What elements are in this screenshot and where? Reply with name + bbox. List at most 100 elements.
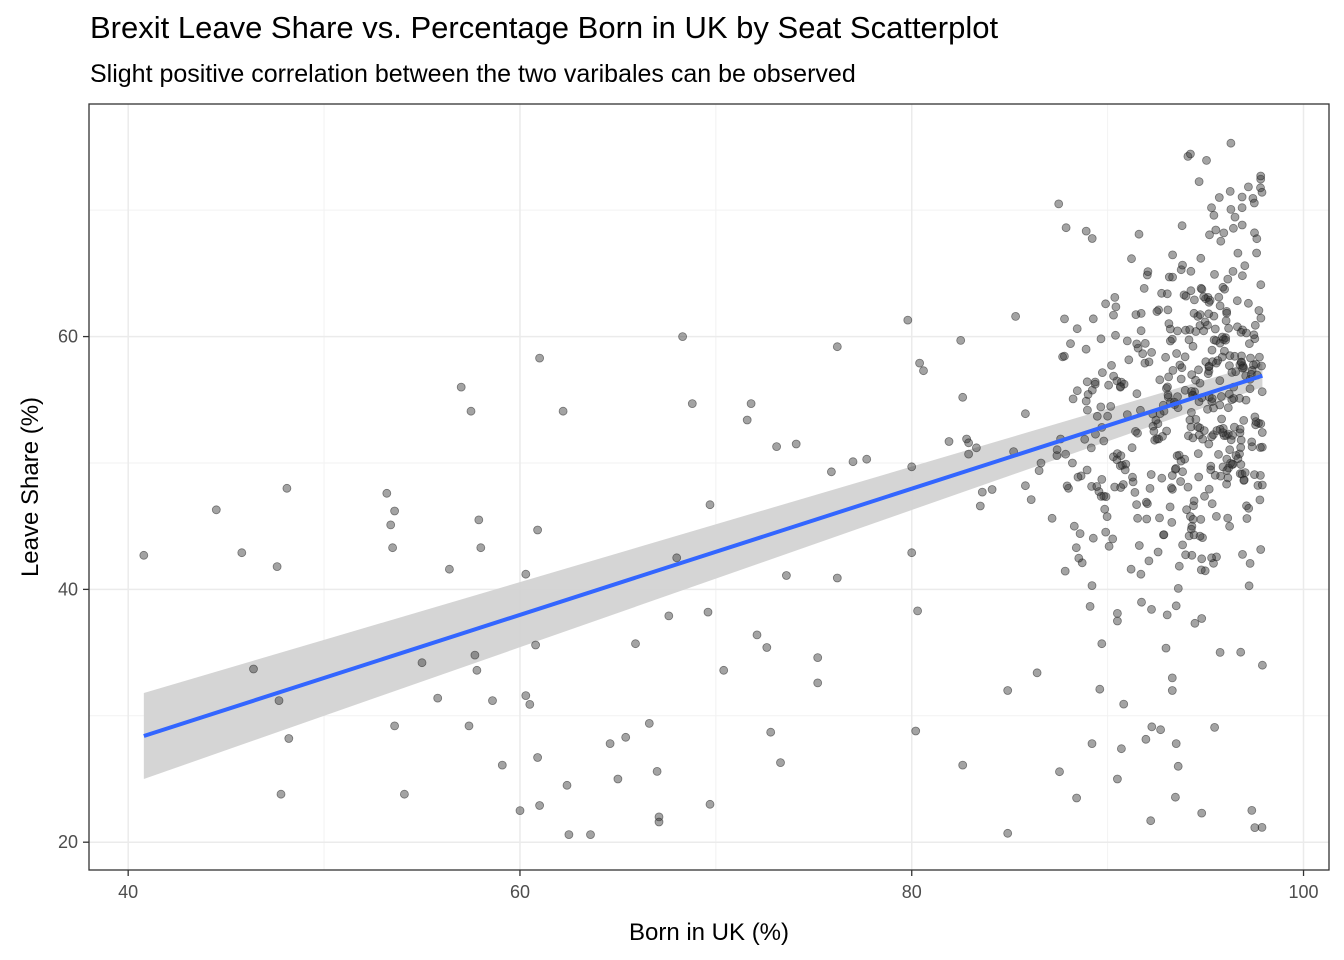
data-point (1238, 363, 1247, 373)
data-point (605, 739, 615, 748)
data-point (1216, 236, 1226, 246)
data-point (1061, 223, 1071, 233)
data-point (654, 812, 664, 822)
x-axis: 40 60 80 100 (118, 870, 1319, 902)
data-point (1207, 394, 1217, 403)
data-point (1116, 483, 1126, 492)
data-point (1115, 461, 1125, 471)
data-point (1215, 376, 1225, 386)
x-tick-label: 80 (902, 882, 922, 902)
data-point (1183, 151, 1193, 161)
data-point (1156, 725, 1165, 735)
data-point (705, 799, 715, 809)
data-point (272, 562, 282, 571)
trend-line-group (143, 373, 1264, 738)
data-point (1083, 405, 1092, 415)
data-point (1161, 643, 1171, 653)
data-point (762, 643, 772, 652)
data-point (1207, 499, 1217, 509)
data-point (1113, 616, 1122, 626)
data-point (1165, 502, 1175, 512)
data-point (1253, 480, 1263, 490)
data-point (1177, 363, 1187, 373)
data-point (746, 399, 756, 409)
data-point (525, 700, 535, 709)
data-point (1217, 414, 1226, 424)
data-point (1257, 187, 1267, 197)
data-point (1211, 225, 1221, 235)
data-point (1199, 326, 1209, 336)
data-point (1213, 356, 1223, 365)
data-point (1241, 395, 1251, 405)
data-point (1106, 401, 1116, 411)
data-point (1212, 512, 1221, 521)
data-point (1221, 316, 1231, 326)
data-point (944, 437, 954, 446)
data-point (1190, 295, 1199, 305)
y-axis-title: Leave Share (%) (17, 397, 44, 577)
data-point (1068, 458, 1077, 468)
data-point (1136, 308, 1146, 318)
data-point (1142, 270, 1152, 280)
data-point (470, 650, 480, 660)
data-point (1163, 305, 1173, 315)
data-point (1054, 199, 1064, 209)
chart-title: Brexit Leave Share vs. Percentage Born i… (90, 10, 999, 45)
data-point (1087, 739, 1097, 748)
data-point (791, 439, 801, 449)
y-tick-label: 60 (58, 327, 78, 347)
data-point (1104, 541, 1114, 551)
data-point (444, 564, 454, 574)
data-point (1176, 456, 1186, 466)
y-tick-label: 40 (58, 579, 78, 599)
data-point (1174, 561, 1184, 571)
data-point (1191, 375, 1200, 385)
data-point (719, 665, 729, 675)
data-point (1190, 618, 1200, 628)
data-point (1200, 317, 1210, 327)
data-point (521, 691, 531, 700)
data-point (956, 335, 966, 345)
data-point (1137, 597, 1146, 607)
data-point (1256, 174, 1266, 184)
data-point (1257, 428, 1267, 437)
data-point (964, 449, 973, 459)
data-point (975, 501, 985, 511)
data-point (1036, 458, 1046, 468)
data-point (1165, 324, 1175, 334)
data-point (987, 485, 997, 494)
data-point (1238, 271, 1247, 281)
data-point (1162, 383, 1171, 393)
data-point (1064, 483, 1073, 493)
data-point (1210, 269, 1219, 279)
data-point (672, 553, 682, 563)
data-point (1203, 369, 1213, 379)
data-point (1249, 198, 1259, 208)
data-point (521, 569, 531, 579)
data-point (1256, 443, 1265, 452)
data-point (766, 727, 776, 737)
data-point (848, 457, 858, 467)
data-point (1237, 351, 1246, 361)
data-point (1143, 499, 1152, 509)
data-point (1189, 501, 1198, 511)
data-point (139, 550, 149, 560)
data-point (1252, 234, 1262, 244)
data-point (1215, 301, 1225, 311)
data-point (1096, 402, 1106, 412)
data-point (1081, 226, 1091, 236)
data-point (1178, 540, 1187, 550)
data-point (1223, 403, 1233, 413)
x-tick-label: 40 (118, 882, 138, 902)
data-point (742, 415, 752, 425)
data-point (1072, 324, 1082, 334)
data-point (1216, 471, 1225, 481)
data-point (1047, 513, 1057, 523)
data-point (1207, 203, 1216, 213)
grid (89, 104, 1329, 870)
data-point (1171, 739, 1181, 748)
data-point (1117, 744, 1126, 754)
data-point (958, 392, 968, 402)
data-point (1209, 210, 1219, 220)
data-point (1256, 280, 1266, 290)
